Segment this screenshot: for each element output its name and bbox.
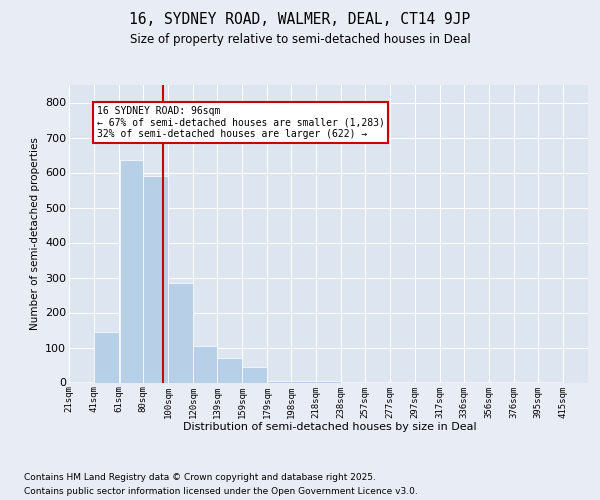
Bar (268, 381, 290, 382)
Text: Contains public sector information licensed under the Open Government Licence v3: Contains public sector information licen… (24, 488, 418, 496)
Bar (169, 283, 193, 382)
Bar (193, 346, 217, 383)
Bar (119, 160, 143, 382)
Bar (217, 358, 242, 382)
Bar (291, 381, 316, 382)
Bar (242, 367, 266, 382)
Text: Size of property relative to semi-detached houses in Deal: Size of property relative to semi-detach… (130, 32, 470, 46)
Bar (143, 176, 167, 382)
Text: Distribution of semi-detached houses by size in Deal: Distribution of semi-detached houses by … (183, 422, 477, 432)
Text: 16 SYDNEY ROAD: 96sqm
← 67% of semi-detached houses are smaller (1,283)
32% of s: 16 SYDNEY ROAD: 96sqm ← 67% of semi-deta… (97, 106, 385, 139)
Text: Contains HM Land Registry data © Crown copyright and database right 2025.: Contains HM Land Registry data © Crown c… (24, 472, 376, 482)
Y-axis label: Number of semi-detached properties: Number of semi-detached properties (29, 138, 40, 330)
Text: 16, SYDNEY ROAD, WALMER, DEAL, CT14 9JP: 16, SYDNEY ROAD, WALMER, DEAL, CT14 9JP (130, 12, 470, 28)
Bar (94, 332, 119, 382)
Bar (316, 381, 341, 382)
